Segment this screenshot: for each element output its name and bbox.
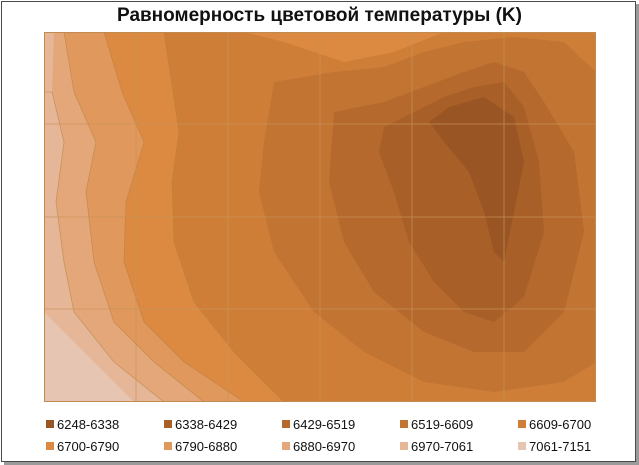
legend-swatch — [282, 420, 290, 428]
legend-swatch — [282, 442, 290, 450]
legend-label: 6519-6609 — [411, 416, 474, 432]
band-6248-6338 — [429, 97, 524, 262]
legend-swatch — [46, 442, 54, 450]
legend-swatch — [164, 442, 172, 450]
legend-entry: 6248-6338 — [46, 416, 119, 432]
legend-entry: 7061-7151 — [518, 438, 591, 454]
legend-label: 6790-6880 — [175, 438, 238, 454]
legend-swatch — [400, 420, 408, 428]
legend-entry: 6970-7061 — [400, 438, 473, 454]
legend-label: 6880-6970 — [293, 438, 356, 454]
legend-swatch — [518, 420, 526, 428]
grid-lines — [44, 32, 596, 402]
legend-entry: 6700-6790 — [46, 438, 119, 454]
legend-entry: 6880-6970 — [282, 438, 355, 454]
legend-label: 7061-7151 — [529, 438, 592, 454]
legend-label: 6248-6338 — [57, 416, 120, 432]
legend-entry: 6519-6609 — [400, 416, 473, 432]
legend-label: 6338-6429 — [175, 416, 238, 432]
legend-swatch — [46, 420, 54, 428]
chart-title: Равномерность цветовой температуры (K) — [117, 5, 522, 26]
legend-swatch — [518, 442, 526, 450]
legend-label: 6429-6519 — [293, 416, 356, 432]
legend-label: 6609-6700 — [529, 416, 592, 432]
legend-label: 6970-7061 — [411, 438, 474, 454]
legend-entry: 6429-6519 — [282, 416, 355, 432]
legend-swatch — [400, 442, 408, 450]
plot-border — [44, 32, 596, 402]
contour-lines — [44, 32, 285, 402]
contour-plot — [44, 32, 596, 402]
legend-entry: 6790-6880 — [164, 438, 237, 454]
legend-entry: 6338-6429 — [164, 416, 237, 432]
legend-label: 6700-6790 — [57, 438, 120, 454]
legend-entry: 6609-6700 — [518, 416, 591, 432]
legend-swatch — [164, 420, 172, 428]
